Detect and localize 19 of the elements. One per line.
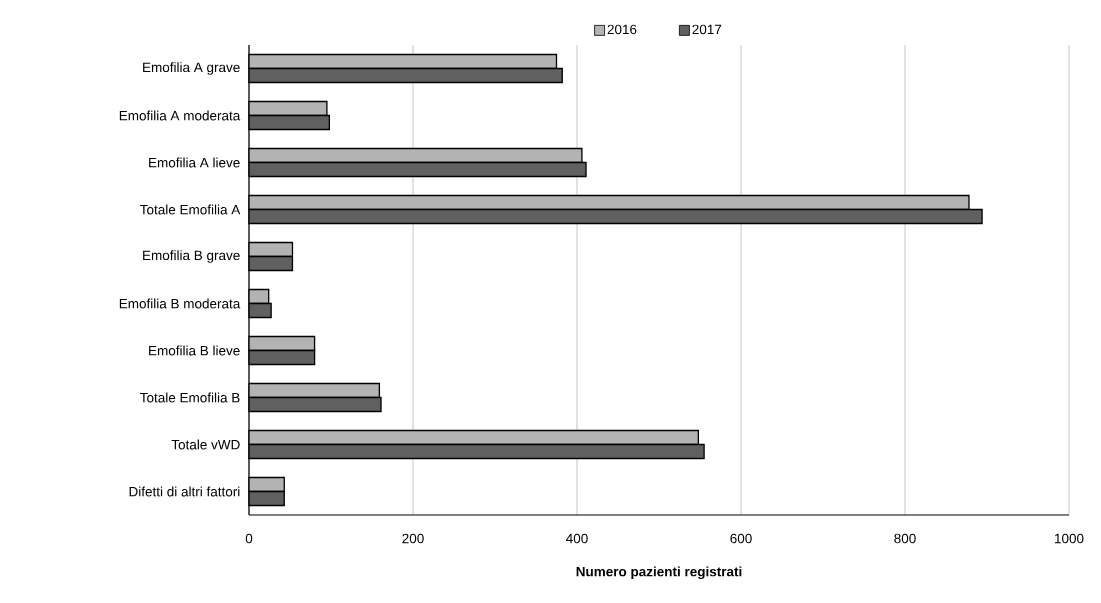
x-tick-label: 800 <box>894 533 916 544</box>
y-tick-label: Difetti di altri fattori <box>129 486 240 497</box>
y-tick-label: Totale Emofilia B <box>140 392 240 403</box>
legend-label: 2017 <box>692 24 722 35</box>
x-axis-title: Numero pazienti registrati <box>576 566 742 580</box>
y-tick-label: Emofilia A moderata <box>119 110 241 121</box>
y-tick-label: Emofilia B moderata <box>119 298 241 309</box>
x-tick-label: 1000 <box>1055 533 1084 544</box>
x-tick-label: 200 <box>402 533 424 544</box>
y-tick-label: Totale vWD <box>171 439 240 450</box>
y-tick-label: Totale Emofilia A <box>140 204 241 215</box>
y-tick-label: Emofilia A grave <box>143 62 240 75</box>
x-tick-label: 0 <box>245 533 253 544</box>
legend-label: 2016 <box>607 24 637 35</box>
y-tick-label: Emofilia A lieve <box>149 157 240 168</box>
x-tick-label: 600 <box>730 533 752 544</box>
y-tick-label: Emofilia B lieve <box>149 345 240 356</box>
x-tick-label: 400 <box>566 533 588 544</box>
y-tick-label: Emofilia B grave <box>143 250 240 263</box>
